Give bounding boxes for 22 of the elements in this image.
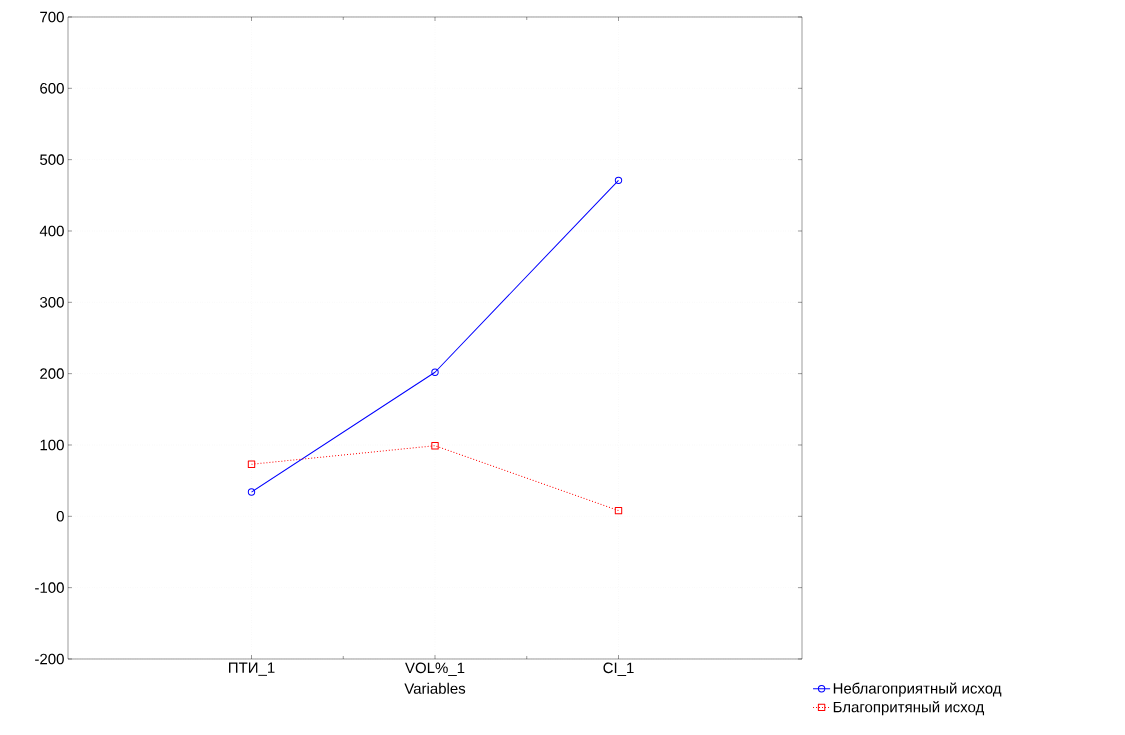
point (614, 176, 623, 185)
x-tick-label: ПТИ_1 (229, 662, 275, 676)
y-tick-label: 500 (40, 154, 64, 165)
y-tick-label: 100 (40, 439, 64, 451)
x-tick-label: CI_1 (603, 662, 634, 676)
point (614, 506, 623, 515)
y-tick-label: 600 (40, 83, 64, 94)
point (247, 488, 256, 496)
y-tick-label: 300 (40, 297, 64, 308)
y-tick-label: -200 (35, 653, 64, 665)
x-axis-title: Variables (404, 682, 466, 694)
y-tick-label: 200 (40, 368, 64, 379)
legend-label: Благопритяный исход (833, 701, 985, 716)
x-tick-label: VOL%_1 (405, 662, 465, 676)
y-tick-label: 700 (40, 11, 64, 23)
point (247, 460, 256, 468)
point (431, 442, 439, 450)
point (431, 368, 439, 376)
y-tick-label: 400 (39, 225, 64, 237)
y-tick-label: 0 (56, 511, 64, 522)
y-tick-label: -100 (35, 582, 64, 593)
legend-label: Неблагоприятный исход (833, 682, 1002, 697)
